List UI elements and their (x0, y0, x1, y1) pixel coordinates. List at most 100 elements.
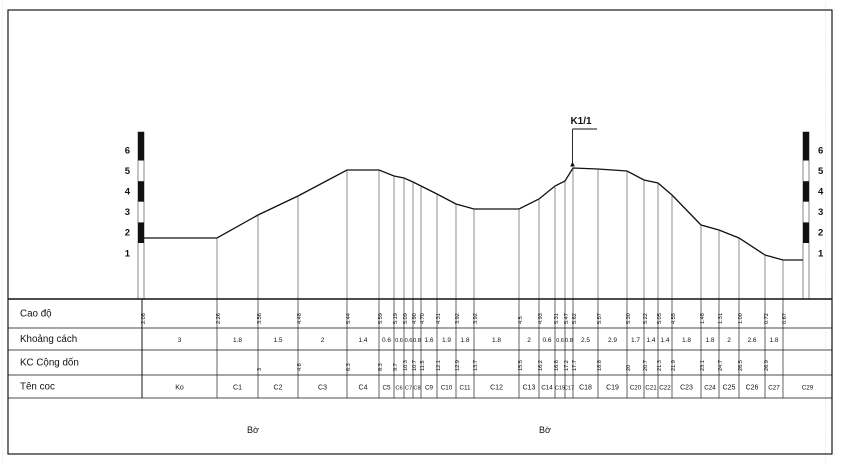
svg-text:0.6: 0.6 (405, 338, 413, 344)
svg-text:3.92: 3.92 (455, 313, 461, 324)
svg-text:5.22: 5.22 (643, 313, 649, 324)
svg-text:C17: C17 (564, 386, 574, 392)
svg-text:C24: C24 (704, 385, 716, 392)
svg-text:C21: C21 (645, 385, 657, 392)
svg-text:17.7: 17.7 (572, 360, 578, 371)
svg-text:Cao độ: Cao độ (20, 309, 52, 320)
svg-text:0.8: 0.8 (413, 338, 421, 344)
svg-text:C18: C18 (579, 385, 592, 392)
svg-text:5.47: 5.47 (564, 313, 570, 324)
svg-text:4: 4 (818, 187, 824, 198)
svg-text:1.48: 1.48 (700, 313, 706, 324)
svg-text:2: 2 (727, 337, 731, 344)
svg-text:C23: C23 (680, 385, 693, 392)
svg-text:5: 5 (818, 166, 824, 177)
svg-text:6.3: 6.3 (346, 363, 352, 371)
svg-text:2.6: 2.6 (747, 337, 756, 344)
svg-text:C13: C13 (523, 385, 536, 392)
svg-text:3: 3 (125, 207, 130, 218)
svg-text:12.9: 12.9 (455, 360, 461, 371)
svg-text:C25: C25 (723, 385, 736, 392)
svg-text:17.2: 17.2 (564, 360, 570, 371)
svg-text:2.5: 2.5 (581, 337, 590, 344)
svg-text:16.8: 16.8 (554, 360, 560, 371)
svg-text:4.5: 4.5 (518, 316, 524, 324)
svg-text:15.5: 15.5 (518, 360, 524, 371)
svg-text:1.8: 1.8 (460, 337, 469, 344)
svg-text:5.62: 5.62 (572, 313, 578, 324)
svg-text:1.7: 1.7 (631, 337, 640, 344)
svg-text:C10: C10 (441, 385, 453, 392)
svg-text:C6: C6 (395, 386, 402, 392)
svg-text:6: 6 (818, 145, 823, 156)
svg-text:Bờ: Bờ (539, 425, 551, 435)
svg-text:0.6: 0.6 (556, 338, 564, 344)
svg-text:21.9: 21.9 (671, 360, 677, 371)
svg-text:5.31: 5.31 (554, 313, 560, 324)
svg-text:1.8: 1.8 (233, 337, 242, 344)
svg-text:10.7: 10.7 (412, 360, 418, 371)
svg-text:C26: C26 (746, 385, 759, 392)
svg-text:1.31: 1.31 (718, 313, 724, 324)
svg-text:0.6: 0.6 (382, 337, 391, 344)
svg-text:13.7: 13.7 (473, 360, 479, 371)
svg-text:5.44: 5.44 (346, 313, 352, 324)
svg-text:4.8: 4.8 (297, 363, 303, 371)
svg-text:1.8: 1.8 (492, 337, 501, 344)
svg-text:20: 20 (626, 365, 632, 371)
svg-text:5.30: 5.30 (626, 313, 632, 324)
svg-text:C11: C11 (459, 385, 471, 392)
svg-text:C7: C7 (405, 386, 412, 392)
svg-text:0.8: 0.8 (565, 338, 573, 344)
svg-text:1.6: 1.6 (424, 337, 433, 344)
svg-text:20.7: 20.7 (643, 360, 649, 371)
svg-text:5.57: 5.57 (597, 313, 603, 324)
svg-text:5.09: 5.09 (403, 313, 409, 324)
svg-text:C29: C29 (802, 385, 814, 392)
svg-text:1: 1 (818, 248, 824, 259)
svg-text:26.9: 26.9 (764, 360, 770, 371)
svg-text:0.6: 0.6 (542, 337, 551, 344)
svg-text:C5: C5 (382, 385, 391, 392)
svg-text:23.1: 23.1 (700, 360, 706, 371)
svg-text:0.6: 0.6 (395, 338, 403, 344)
svg-text:3.56: 3.56 (257, 313, 263, 324)
svg-text:C27: C27 (768, 385, 780, 392)
svg-text:24.7: 24.7 (718, 360, 724, 371)
svg-text:Bờ: Bờ (247, 425, 259, 435)
svg-text:K1/1: K1/1 (570, 116, 592, 127)
svg-text:1.9: 1.9 (442, 337, 451, 344)
svg-text:2.26: 2.26 (216, 313, 222, 324)
svg-text:Tên coc: Tên coc (20, 382, 55, 393)
svg-text:0.67: 0.67 (782, 313, 788, 324)
svg-text:2.08: 2.08 (141, 313, 147, 324)
svg-text:C8: C8 (413, 386, 420, 392)
svg-text:16.2: 16.2 (538, 360, 544, 371)
svg-text:1.8: 1.8 (682, 337, 691, 344)
svg-text:2: 2 (321, 337, 325, 344)
svg-text:4.93: 4.93 (538, 313, 544, 324)
svg-text:C19: C19 (606, 385, 619, 392)
svg-text:4.48: 4.48 (297, 313, 303, 324)
svg-text:5.05: 5.05 (657, 313, 663, 324)
svg-text:5.59: 5.59 (378, 313, 384, 324)
svg-text:3: 3 (818, 207, 823, 218)
svg-text:0.72: 0.72 (764, 313, 770, 324)
svg-text:4.90: 4.90 (412, 313, 418, 324)
svg-text:2: 2 (125, 228, 130, 239)
svg-text:2.9: 2.9 (608, 337, 617, 344)
svg-text:26.5: 26.5 (738, 360, 744, 371)
svg-text:C1: C1 (233, 385, 242, 392)
svg-text:3: 3 (178, 337, 182, 344)
svg-text:1.00: 1.00 (738, 313, 744, 324)
svg-text:5: 5 (125, 166, 131, 177)
svg-text:Ko: Ko (175, 385, 184, 392)
svg-text:1.4: 1.4 (660, 337, 669, 344)
svg-text:6: 6 (125, 145, 130, 156)
svg-text:2: 2 (818, 228, 823, 239)
svg-text:21.3: 21.3 (657, 360, 663, 371)
svg-text:1.8: 1.8 (705, 337, 714, 344)
svg-text:4: 4 (125, 187, 131, 198)
svg-text:C3: C3 (318, 385, 327, 392)
svg-text:12.1: 12.1 (436, 360, 442, 371)
